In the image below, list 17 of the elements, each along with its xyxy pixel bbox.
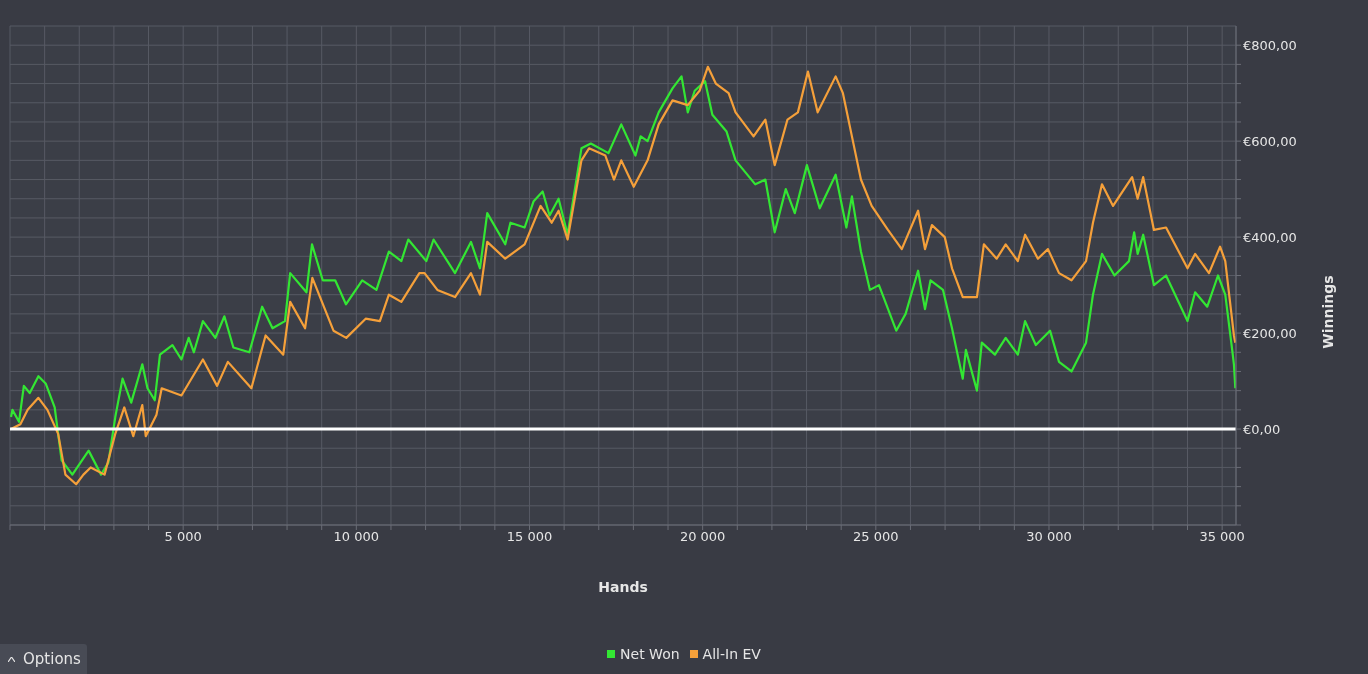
y-axis-title: Winnings (1319, 275, 1336, 349)
x-tick-label: 20 000 (679, 529, 726, 545)
y-tick-label: €200,00 (1243, 325, 1297, 341)
legend-label: Net Won (620, 646, 680, 662)
text: Options (23, 650, 81, 668)
y-tick-label: €600,00 (1243, 133, 1297, 149)
y-tick-label: €400,00 (1243, 229, 1297, 245)
x-tick-label: 35 000 (1199, 529, 1245, 545)
x-tick-label: 15 000 (506, 529, 553, 545)
x-tick-label: 5 000 (164, 529, 202, 545)
y-tick-label: €0,00 (1243, 421, 1281, 437)
x-tick-label: 30 000 (1026, 529, 1072, 545)
legend-label: All-In EV (702, 646, 761, 662)
y-tick-label: €800,00 (1243, 37, 1297, 53)
x-axis-title: Hands (598, 579, 648, 595)
x-tick-label: 25 000 (853, 529, 899, 545)
x-tick-label: 10 000 (333, 529, 380, 545)
